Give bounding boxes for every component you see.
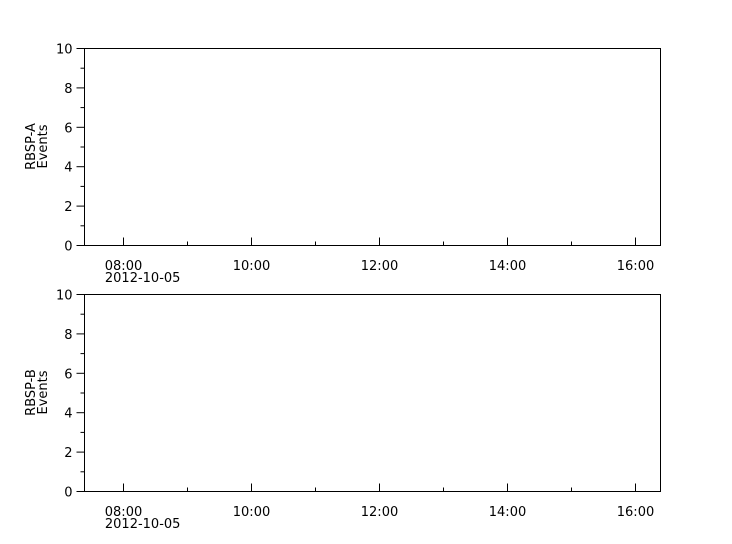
y-tick-label: 4 bbox=[64, 161, 72, 176]
x-date-label: 2012-10-05 bbox=[105, 271, 181, 286]
y-axis-label-line: RBSP-B bbox=[24, 369, 39, 416]
y-axis-label-line: Events bbox=[36, 124, 51, 168]
x-tick-label: 16:00 bbox=[617, 505, 654, 520]
y-tick-label: 8 bbox=[64, 82, 72, 97]
y-tick-label: 8 bbox=[64, 328, 72, 343]
x-date-label: 2012-10-05 bbox=[105, 517, 181, 532]
y-axis-label-line: RBSP-A bbox=[24, 123, 39, 170]
y-axis-label: RBSP-AEvents bbox=[24, 123, 51, 170]
y-tick-label: 0 bbox=[64, 486, 72, 501]
panel-1: 0 2 4 6 8 10 RBSP-AEvents 08:00 10:00 12:00 14:00 1… bbox=[24, 43, 661, 286]
y-axis-label-line: Events bbox=[36, 370, 51, 414]
x-tick-label: 12:00 bbox=[361, 505, 398, 520]
plot-frame bbox=[84, 294, 661, 492]
x-tick-label: 14:00 bbox=[489, 259, 526, 274]
plot-frame bbox=[84, 48, 661, 246]
y-tick-label: 6 bbox=[64, 121, 72, 136]
x-tick-label: 12:00 bbox=[361, 259, 398, 274]
x-tick-label: 08:00 bbox=[105, 259, 142, 274]
y-tick-label: 6 bbox=[64, 367, 72, 382]
x-tick-label: 10:00 bbox=[233, 259, 270, 274]
x-tick-label: 08:00 bbox=[105, 505, 142, 520]
x-tick-label: 16:00 bbox=[617, 259, 654, 274]
y-tick-label: 2 bbox=[64, 446, 72, 461]
y-tick-label: 10 bbox=[56, 289, 73, 304]
y-tick-label: 2 bbox=[64, 200, 72, 215]
x-tick-label: 14:00 bbox=[489, 505, 526, 520]
y-tick-label: 0 bbox=[64, 240, 72, 255]
y-tick-label: 10 bbox=[56, 43, 73, 58]
panel-2: 0 2 4 6 8 10 RBSP-BEvents 08:00 10:00 12:00 14:00 1… bbox=[24, 289, 661, 532]
y-tick-label: 4 bbox=[64, 407, 72, 422]
x-tick-label: 10:00 bbox=[233, 505, 270, 520]
y-axis-label: RBSP-BEvents bbox=[24, 369, 51, 416]
